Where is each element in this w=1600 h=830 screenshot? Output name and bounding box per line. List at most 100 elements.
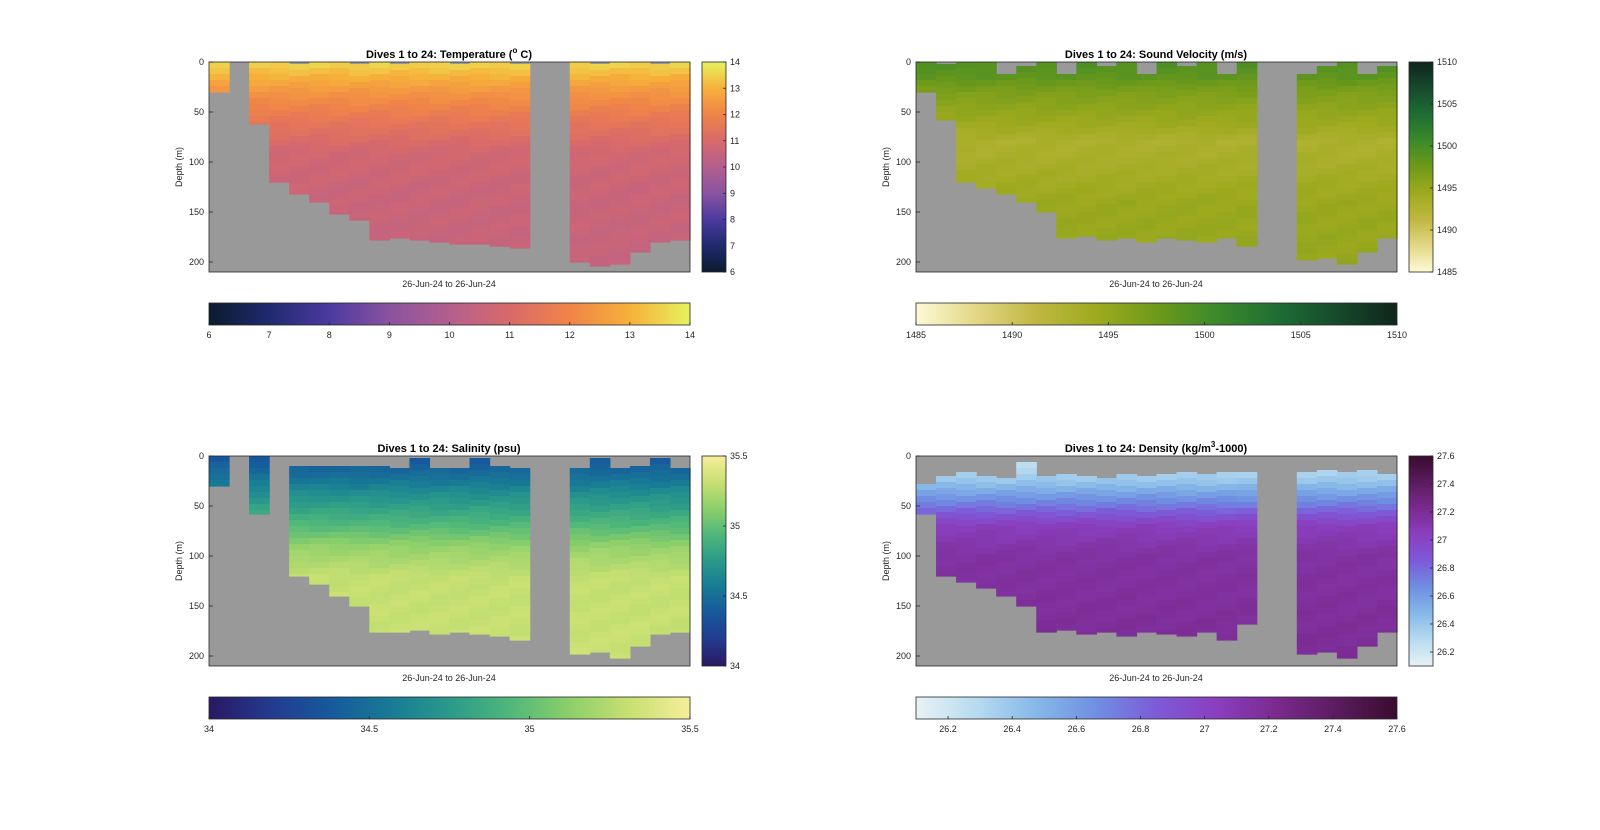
sound-velocity-cell [1076, 74, 1097, 81]
temperature-cell [449, 196, 471, 203]
salinity-cell [469, 494, 491, 501]
density-cell [1376, 624, 1398, 631]
sound-velocity-cell [1196, 188, 1218, 195]
density-cell [1156, 600, 1178, 607]
sound-velocity-cell [1376, 84, 1398, 91]
density-cell [1016, 588, 1037, 595]
temperature-cell [589, 166, 611, 173]
salinity-cell [569, 642, 591, 649]
temperature-cell [569, 104, 591, 111]
salinity-cell [609, 546, 631, 553]
density-cell [1376, 588, 1398, 595]
density-cell [1236, 598, 1258, 605]
salinity-cell [669, 600, 691, 607]
sound-velocity-cell [1116, 62, 1138, 69]
density-cell [1216, 574, 1238, 581]
sound-velocity-cell [996, 134, 1017, 141]
salinity-cell [429, 582, 451, 589]
salinity-cell [569, 516, 591, 523]
density-cell [936, 548, 957, 555]
density-cell [976, 554, 997, 561]
temperature-cell [649, 154, 671, 161]
sound-velocity-cell [1116, 188, 1138, 195]
salinity-cell [389, 606, 411, 613]
salinity-cell [289, 490, 310, 497]
sound-velocity-cell [936, 100, 957, 107]
salinity-cell [429, 468, 451, 475]
sound-velocity-cell [996, 74, 1017, 81]
salinity-cell [489, 550, 511, 557]
temperature-cell [409, 134, 431, 141]
temperature-cell [349, 82, 370, 89]
temperature-cell [429, 74, 451, 81]
density-cell [1216, 502, 1238, 509]
temperature-cell [469, 134, 491, 141]
density-cell [1116, 630, 1138, 637]
sound-velocity-cell [1136, 194, 1158, 201]
temperature-cell [249, 110, 270, 117]
salinity-cell [349, 544, 370, 551]
sound-velocity-cell [1116, 134, 1138, 141]
sound-velocity-cell [1096, 78, 1118, 85]
density-cell [1196, 576, 1218, 583]
density-cell [996, 538, 1017, 545]
density-cell [1056, 552, 1077, 559]
sound-velocity-cell [1016, 78, 1037, 85]
temperature-cell [389, 154, 411, 161]
density-cell [1216, 586, 1238, 593]
salinity-cell [249, 468, 270, 475]
salinity-cell [429, 480, 451, 487]
temperature-cell [369, 200, 390, 207]
sound-velocity-cell [1196, 122, 1218, 129]
temperature-cell [569, 200, 591, 207]
salinity-cell [609, 540, 631, 547]
temperature-cell [469, 212, 491, 219]
salinity-cell [409, 470, 431, 477]
salinity-cell [369, 472, 390, 479]
density-cell [1136, 608, 1158, 615]
salinity-cell [609, 618, 631, 625]
sound-velocity-cell [1376, 192, 1398, 199]
salinity-cell [489, 538, 511, 545]
salinity-cell [629, 502, 651, 509]
density-cell [1196, 594, 1218, 601]
sound-velocity-hbar-scale [915, 302, 1398, 326]
sound-velocity-cell [1136, 182, 1158, 189]
temperature-cell [429, 68, 451, 75]
sound-velocity-cell [1336, 182, 1358, 189]
temperature-cell [449, 172, 471, 179]
salinity-cell [289, 526, 310, 533]
sound-velocity-cell [1376, 198, 1398, 205]
density-cell [1356, 620, 1378, 627]
sound-velocity-cell [1216, 110, 1238, 117]
sound-velocity-cell [956, 86, 977, 93]
temperature-cell [629, 98, 651, 105]
sound-velocity-cell [1096, 120, 1118, 127]
temperature-cell [589, 196, 611, 203]
salinity-cell [449, 558, 471, 565]
sound-velocity-cell [1176, 144, 1198, 151]
temperature-cell [509, 154, 531, 161]
density-cell [1176, 598, 1198, 605]
density-cell [1236, 610, 1258, 617]
density-cell [936, 530, 957, 537]
sound-velocity-cell [1236, 110, 1258, 117]
density-cell [1036, 488, 1057, 495]
density-cell [1336, 472, 1358, 479]
temperature-cell [329, 146, 350, 153]
density-cell [976, 530, 997, 537]
sound-velocity-cell [1316, 246, 1338, 253]
sound-velocity-cell [1336, 62, 1358, 69]
salinity-cell [309, 496, 330, 503]
salinity-cell [589, 572, 611, 579]
temperature-cell [509, 118, 531, 125]
temperature-cell [509, 172, 531, 179]
density-cell [1336, 544, 1358, 551]
sound-velocity-cell [1236, 212, 1258, 219]
salinity-cell [329, 502, 350, 509]
sound-velocity-cell [1196, 176, 1218, 183]
salinity-cell [609, 528, 631, 535]
density-cell [1196, 618, 1218, 625]
density-cell [1076, 578, 1097, 585]
